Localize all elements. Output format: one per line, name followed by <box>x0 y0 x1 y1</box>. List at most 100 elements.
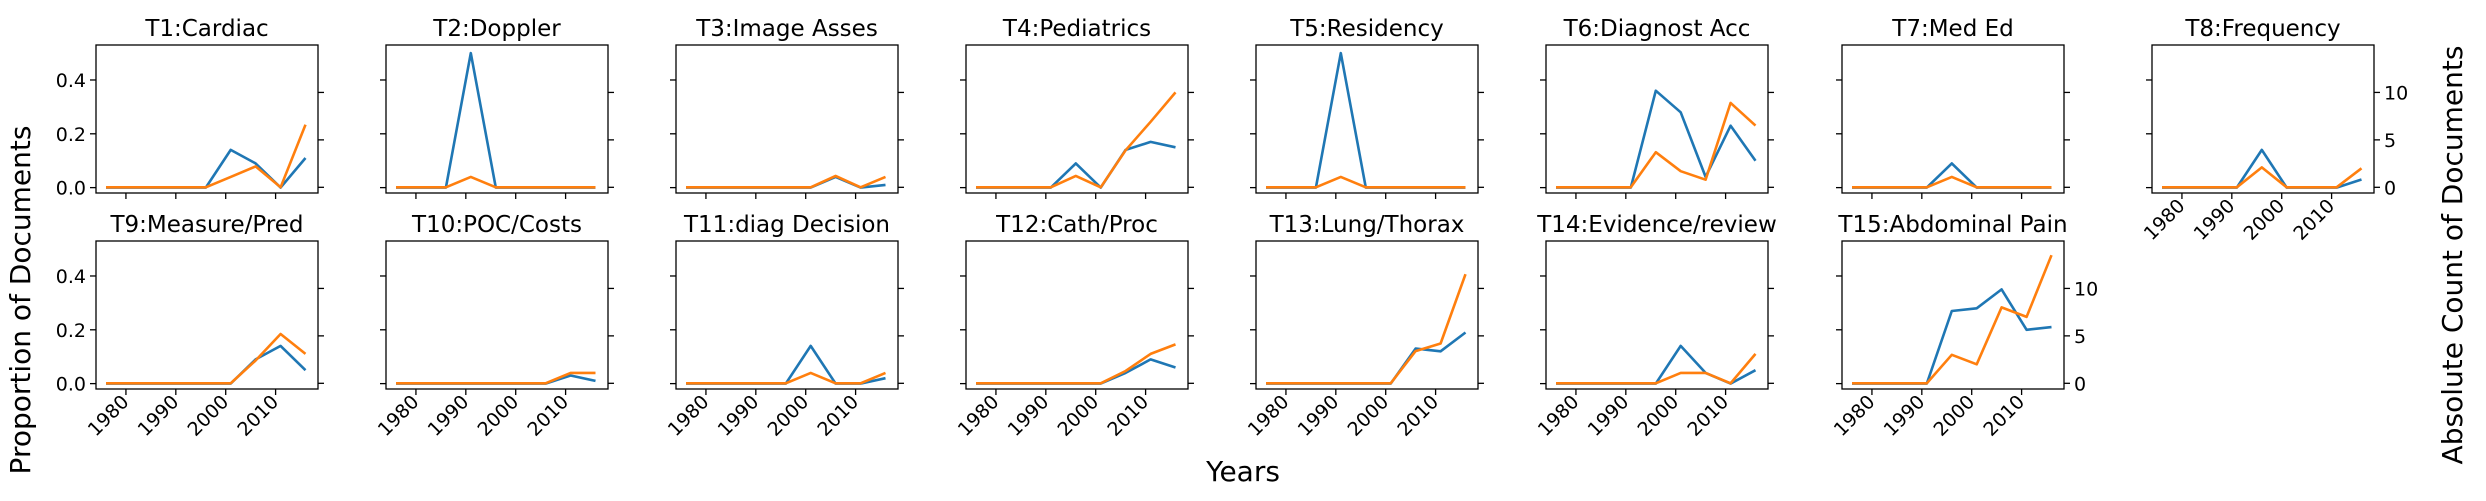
proportion-line <box>1852 288 2052 385</box>
plot-frame <box>965 240 1189 390</box>
subplot-12: T12:Cath/Proc 1980 1990 2000 2010 <box>954 212 1194 441</box>
x-tick-label: 1990 <box>1294 391 1344 441</box>
x-tick-label: 1990 <box>2190 195 2240 245</box>
plot-frame <box>2151 44 2375 194</box>
subplot-grid: T1:Cardiac 0.0 0.2 0.4 T2:Doppler T3:Image As… <box>56 16 2408 441</box>
y2-tick-label: 0 <box>2074 373 2086 395</box>
x-tick-label: 1980 <box>2140 195 2190 245</box>
plot-frame <box>1841 240 2065 390</box>
proportion-line <box>976 140 1176 189</box>
x-tick-label: 1980 <box>374 391 424 441</box>
plot-frame <box>1255 240 1479 390</box>
count-line <box>686 174 887 189</box>
x-tick-label: 2010 <box>2289 195 2339 245</box>
y-tick-label: 0.2 <box>56 124 86 146</box>
count-line <box>2162 166 2363 189</box>
proportion-line <box>686 344 886 385</box>
subplot-title: T13:Lung/Thorax <box>1269 212 1465 238</box>
subplot-5: T5:Residency <box>1250 16 1484 199</box>
subplot-title: T2:Doppler <box>432 16 561 42</box>
count-line <box>1556 353 1757 385</box>
count-line <box>1266 175 1466 189</box>
proportion-line <box>976 358 1176 385</box>
plot-frame <box>675 240 899 390</box>
subplot-13: T13:Lung/Thorax 1980 1990 2000 2010 <box>1244 212 1484 441</box>
count-line <box>976 91 1177 189</box>
proportion-line <box>1556 344 1757 385</box>
subplot-title: T8:Frequency <box>2184 16 2340 42</box>
x-tick-label: 2010 <box>813 391 863 441</box>
x-tick-label: 1990 <box>134 391 184 441</box>
x-tick-label: 2000 <box>183 391 233 441</box>
x-tick-label: 1990 <box>1880 391 1930 441</box>
proportion-line <box>1852 162 2052 189</box>
count-line <box>106 332 307 385</box>
x-tick-label: 1990 <box>1004 391 1054 441</box>
x-tick-label: 1980 <box>1534 391 1584 441</box>
subplot-2: T2:Doppler <box>380 16 614 199</box>
x-tick-label: 1990 <box>714 391 764 441</box>
subplot-title: T1:Cardiac <box>144 16 268 42</box>
x-tick-label: 1980 <box>954 391 1004 441</box>
plot-frame <box>1841 44 2065 194</box>
x-tick-label: 1990 <box>1584 391 1634 441</box>
y-tick-label: 0.4 <box>56 266 86 288</box>
subplot-title: T5:Residency <box>1289 16 1444 42</box>
plot-frame <box>385 44 609 194</box>
x-tick-label: 2000 <box>1929 391 1979 441</box>
subplot-title: T11:diag Decision <box>683 212 890 238</box>
plot-frame <box>965 44 1189 194</box>
y-tick-label: 0.4 <box>56 70 86 92</box>
y2-tick-label: 10 <box>2074 278 2098 300</box>
subplot-title: T4:Pediatrics <box>1002 16 1151 42</box>
x-tick-label: 1980 <box>84 391 134 441</box>
x-tick-label: 2000 <box>473 391 523 441</box>
x-tick-label: 1980 <box>1830 391 1880 441</box>
subplot-9: T9:Measure/Pred 0.0 0.2 0.4 1980 1990 2000 2010 <box>56 212 324 441</box>
proportion-line <box>1266 331 1467 385</box>
x-tick-label: 2010 <box>523 391 573 441</box>
subplot-8: T8:Frequency 0 5 10 1980 1990 2000 2010 <box>2140 16 2408 245</box>
plot-frame <box>385 240 609 390</box>
subplot-11: T11:diag Decision 1980 1990 2000 2010 <box>664 212 904 441</box>
proportion-line <box>1266 51 1466 189</box>
count-line <box>106 124 307 189</box>
x-tick-label: 1990 <box>424 391 474 441</box>
x-tick-label: 2000 <box>1343 391 1393 441</box>
y-axis-label-left: Proportion of Documents <box>4 126 37 475</box>
subplot-title: T14:Evidence/review <box>1536 212 1777 238</box>
count-line <box>976 343 1176 385</box>
x-axis-label: Years <box>1205 455 1280 488</box>
x-tick-label: 2010 <box>1103 391 1153 441</box>
proportion-line <box>106 344 307 385</box>
count-line <box>686 371 887 385</box>
count-line <box>1852 254 2053 385</box>
subplot-10: T10:POC/Costs 1980 1990 2000 2010 <box>374 212 614 441</box>
x-tick-label: 2000 <box>763 391 813 441</box>
subplot-title: T3:Image Asses <box>695 16 878 42</box>
count-line <box>396 371 596 385</box>
x-tick-label: 2010 <box>233 391 283 441</box>
subplot-4: T4:Pediatrics <box>960 16 1194 199</box>
count-line <box>1852 175 2052 189</box>
y-tick-label: 0.0 <box>56 178 86 200</box>
count-line <box>396 175 596 189</box>
y-axis-label-right: Absolute Count of Documents <box>2436 46 2469 465</box>
x-tick-label: 2010 <box>1979 391 2029 441</box>
y-tick-label: 0.0 <box>56 374 86 396</box>
plot-frame <box>1545 240 1769 390</box>
x-tick-label: 1980 <box>664 391 714 441</box>
subplot-title: T6:Diagnost Acc <box>1563 16 1751 42</box>
y-tick-label: 0.2 <box>56 320 86 342</box>
y2-tick-label: 5 <box>2074 326 2086 348</box>
proportion-line <box>396 51 596 189</box>
x-tick-label: 2000 <box>2239 195 2289 245</box>
subplot-title: T9:Measure/Pred <box>109 212 303 238</box>
x-tick-label: 2000 <box>1633 391 1683 441</box>
plot-frame <box>675 44 899 194</box>
subplot-title: T15:Abdominal Pain <box>1837 212 2067 238</box>
subplot-15: T15:Abdominal Pain 0 5 10 1980 1990 2000 2010 <box>1830 212 2098 441</box>
subplot-7: T7:Med Ed <box>1836 16 2070 199</box>
subplot-3: T3:Image Asses <box>670 16 904 199</box>
